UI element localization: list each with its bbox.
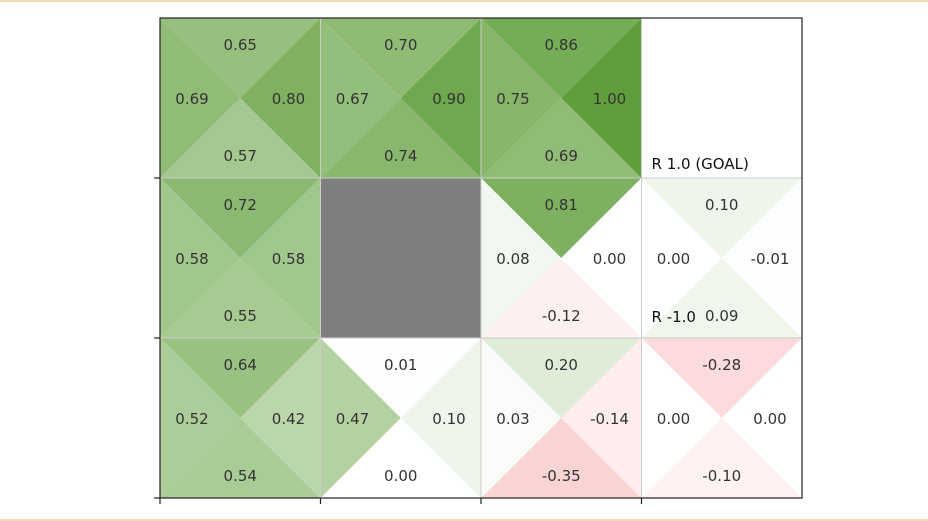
q-triangle-right — [400, 18, 481, 178]
q-value-label-right: -0.14 — [590, 410, 629, 428]
q-value-label-up: 0.65 — [224, 36, 257, 54]
q-triangle-up — [160, 18, 321, 98]
q-value-label-down: 0.54 — [224, 467, 257, 485]
q-value-label-right: 1.00 — [593, 90, 626, 108]
q-value-label-right: 0.80 — [272, 90, 305, 108]
q-triangle-up — [481, 178, 642, 258]
wall-cell — [320, 178, 481, 338]
q-triangle-left — [641, 178, 722, 338]
axes-layer — [154, 17, 803, 504]
q-triangle-left — [160, 178, 241, 338]
q-value-label-left: 0.08 — [496, 250, 529, 268]
q-triangle-right — [400, 338, 481, 498]
q-triangle-up — [160, 338, 321, 418]
q-value-label-right: 0.42 — [272, 410, 305, 428]
q-value-label-right: 0.90 — [432, 90, 465, 108]
q-value-label-down: 0.55 — [224, 307, 257, 325]
q-value-label-left: 0.00 — [657, 410, 690, 428]
goal-cell — [641, 18, 802, 178]
q-triangle-left — [481, 18, 562, 178]
q-triangle-left — [481, 178, 562, 338]
q-triangle-up — [160, 178, 321, 258]
q-value-label-down: 0.74 — [384, 147, 417, 165]
q-value-label-up: 0.01 — [384, 356, 417, 374]
q-triangle-left — [160, 338, 241, 498]
q-value-label-down: -0.12 — [542, 307, 581, 325]
q-triangle-up — [641, 178, 802, 258]
q-triangle-up — [320, 338, 481, 418]
q-triangle-up — [481, 18, 642, 98]
q-triangle-down — [320, 98, 481, 178]
q-value-label-left: 0.58 — [175, 250, 208, 268]
q-value-label-left: 0.03 — [496, 410, 529, 428]
q-value-label-up: -0.28 — [702, 356, 741, 374]
q-value-label-right: 0.10 — [432, 410, 465, 428]
q-value-label-left: 0.47 — [336, 410, 369, 428]
q-value-label-down: -0.35 — [542, 467, 581, 485]
q-triangle-right — [240, 178, 321, 338]
q-value-label-down: 0.69 — [545, 147, 578, 165]
q-triangle-up — [641, 338, 802, 418]
q-value-label-right: -0.01 — [751, 250, 790, 268]
q-triangle-up — [320, 18, 481, 98]
q-value-label-up: 0.20 — [545, 356, 578, 374]
q-triangle-right — [721, 178, 802, 338]
q-triangle-up — [481, 338, 642, 418]
q-value-label-down: 0.00 — [384, 467, 417, 485]
q-triangle-right — [561, 18, 642, 178]
q-triangle-down — [641, 418, 802, 498]
q-triangle-left — [320, 18, 401, 178]
q-triangle-right — [240, 18, 321, 178]
q-value-label-right: 0.00 — [593, 250, 626, 268]
q-value-label-down: -0.10 — [702, 467, 741, 485]
reward-label: R 1.0 (GOAL) — [652, 155, 749, 173]
q-value-label-left: 0.00 — [657, 250, 690, 268]
labels-layer: 0.65 0.57 0.69 0.80 0.70 0.74 0.67 0.90 0.86 0.69… — [175, 36, 789, 485]
q-value-label-up: 0.72 — [224, 196, 257, 214]
q-triangle-right — [240, 338, 321, 498]
q-triangle-down — [160, 258, 321, 338]
q-value-label-right: 0.58 — [272, 250, 305, 268]
q-triangle-left — [160, 18, 241, 178]
q-value-label-up: 0.70 — [384, 36, 417, 54]
q-value-label-down: 0.57 — [224, 147, 257, 165]
q-triangle-right — [561, 178, 642, 338]
q-value-label-left: 0.69 — [175, 90, 208, 108]
q-value-label-down: 0.09 — [705, 307, 738, 325]
q-triangle-down — [641, 258, 802, 338]
q-triangle-left — [481, 338, 562, 498]
gridlines-layer — [160, 18, 802, 498]
q-value-label-right: 0.00 — [753, 410, 786, 428]
cells-layer — [160, 18, 802, 498]
q-triangle-down — [481, 98, 642, 178]
q-triangle-down — [160, 98, 321, 178]
q-triangle-down — [481, 258, 642, 338]
q-triangle-left — [320, 338, 401, 498]
q-value-label-left: 0.67 — [336, 90, 369, 108]
q-triangle-right — [561, 338, 642, 498]
q-triangle-down — [160, 418, 321, 498]
q-triangle-left — [641, 338, 722, 498]
q-triangle-down — [320, 418, 481, 498]
q-value-label-up: 0.64 — [224, 356, 257, 374]
q-triangle-down — [481, 418, 642, 498]
q-value-label-left: 0.52 — [175, 410, 208, 428]
reward-label: R -1.0 — [652, 308, 696, 326]
q-value-label-up: 0.86 — [545, 36, 578, 54]
q-value-label-up: 0.10 — [705, 196, 738, 214]
q-value-label-left: 0.75 — [496, 90, 529, 108]
q-value-label-up: 0.81 — [545, 196, 578, 214]
q-triangle-right — [721, 338, 802, 498]
